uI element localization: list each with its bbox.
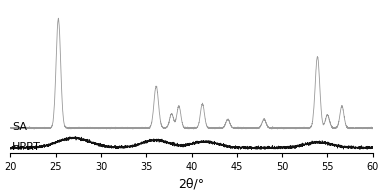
Text: HPRT: HPRT (12, 142, 41, 152)
Text: SA: SA (12, 122, 27, 132)
X-axis label: 2θ/°: 2θ/° (178, 178, 205, 191)
